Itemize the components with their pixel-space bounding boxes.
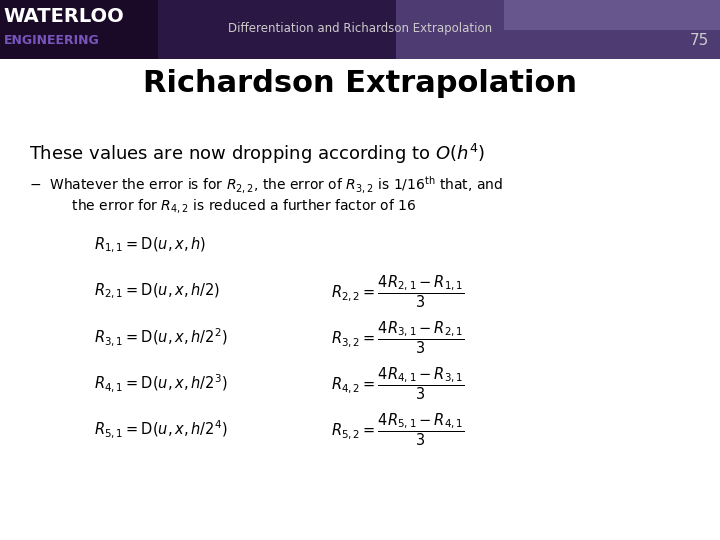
Text: $R_{4,2} = \dfrac{4R_{4,1} - R_{3,1}}{3}$: $R_{4,2} = \dfrac{4R_{4,1} - R_{3,1}}{3}… xyxy=(331,365,465,402)
Text: the error for $R_{4,2}$ is reduced a further factor of 16: the error for $R_{4,2}$ is reduced a fur… xyxy=(54,197,416,215)
Bar xyxy=(0,0,720,59)
Text: These values are now dropping according to $O(h^4)$: These values are now dropping according … xyxy=(29,142,485,166)
Text: 75: 75 xyxy=(690,33,709,48)
Text: WATERLOO: WATERLOO xyxy=(4,6,125,26)
Text: $R_{4,1} = \mathrm{D}(u, x, h/2^3)$: $R_{4,1} = \mathrm{D}(u, x, h/2^3)$ xyxy=(94,373,228,394)
Text: ENGINEERING: ENGINEERING xyxy=(4,34,99,47)
Text: $-$  Whatever the error is for $R_{2,2}$, the error of $R_{3,2}$ is 1/16$^{\math: $-$ Whatever the error is for $R_{2,2}$,… xyxy=(29,174,503,195)
Text: Richardson Extrapolation: Richardson Extrapolation xyxy=(143,69,577,98)
Text: $R_{1,1} = \mathrm{D}(u, x, h)$: $R_{1,1} = \mathrm{D}(u, x, h)$ xyxy=(94,236,206,255)
Text: $R_{2,1} = \mathrm{D}(u, x, h/2)$: $R_{2,1} = \mathrm{D}(u, x, h/2)$ xyxy=(94,282,220,301)
Text: $R_{2,2} = \dfrac{4R_{2,1} - R_{1,1}}{3}$: $R_{2,2} = \dfrac{4R_{2,1} - R_{1,1}}{3}… xyxy=(331,273,465,310)
Text: $R_{5,1} = \mathrm{D}(u, x, h/2^4)$: $R_{5,1} = \mathrm{D}(u, x, h/2^4)$ xyxy=(94,418,228,440)
Text: $R_{3,1} = \mathrm{D}(u, x, h/2^2)$: $R_{3,1} = \mathrm{D}(u, x, h/2^2)$ xyxy=(94,327,228,348)
Text: $R_{5,2} = \dfrac{4R_{5,1} - R_{4,1}}{3}$: $R_{5,2} = \dfrac{4R_{5,1} - R_{4,1}}{3}… xyxy=(331,411,465,448)
Bar xyxy=(158,0,720,59)
Text: Differentiation and Richardson Extrapolation: Differentiation and Richardson Extrapola… xyxy=(228,22,492,35)
Bar xyxy=(396,0,720,59)
Text: $R_{3,2} = \dfrac{4R_{3,1} - R_{2,1}}{3}$: $R_{3,2} = \dfrac{4R_{3,1} - R_{2,1}}{3}… xyxy=(331,319,465,356)
Bar xyxy=(504,0,720,30)
